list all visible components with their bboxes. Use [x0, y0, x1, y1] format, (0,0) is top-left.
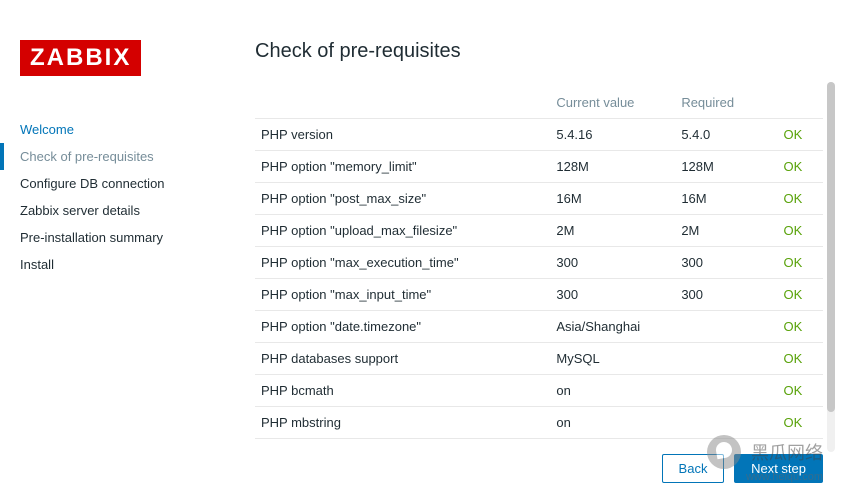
prereq-table: Current value Required PHP version5.4.16…	[255, 87, 823, 442]
table-row: PHP mbstringon OK	[255, 407, 823, 439]
cell-name: PHP option "max_execution_time"	[255, 247, 550, 279]
cell-name: PHP option "post_max_size"	[255, 183, 550, 215]
table-row: PHP option "mbstring.func_overload"offof…	[255, 439, 823, 443]
cell-current: 2M	[550, 215, 675, 247]
cell-current: off	[550, 439, 675, 443]
cell-name: PHP version	[255, 119, 550, 151]
cell-status: OK	[778, 279, 823, 311]
sidebar-item[interactable]: Install	[0, 251, 215, 278]
cell-required	[675, 407, 777, 439]
cell-name: PHP option "upload_max_filesize"	[255, 215, 550, 247]
cell-name: PHP bcmath	[255, 375, 550, 407]
cell-status: OK	[778, 343, 823, 375]
cell-current: 300	[550, 247, 675, 279]
cell-required: 16M	[675, 183, 777, 215]
table-row: PHP bcmathon OK	[255, 375, 823, 407]
cell-required	[675, 375, 777, 407]
table-row: PHP option "max_input_time"300300OK	[255, 279, 823, 311]
table-row: PHP option "upload_max_filesize"2M2MOK	[255, 215, 823, 247]
col-header-status	[778, 87, 823, 119]
table-row: PHP option "max_execution_time"300300OK	[255, 247, 823, 279]
cell-current: 16M	[550, 183, 675, 215]
col-header-required: Required	[675, 87, 777, 119]
cell-name: PHP option "mbstring.func_overload"	[255, 439, 550, 443]
sidebar-item[interactable]: Configure DB connection	[0, 170, 215, 197]
cell-current: 128M	[550, 151, 675, 183]
table-row: PHP option "date.timezone"Asia/Shanghai O…	[255, 311, 823, 343]
sidebar: ZABBIX WelcomeCheck of pre-requisitesCon…	[20, 40, 215, 483]
cell-name: PHP option "date.timezone"	[255, 311, 550, 343]
cell-required: 128M	[675, 151, 777, 183]
cell-status: OK	[778, 119, 823, 151]
cell-required: 5.4.0	[675, 119, 777, 151]
setup-steps-nav: WelcomeCheck of pre-requisitesConfigure …	[20, 116, 215, 278]
cell-name: PHP option "max_input_time"	[255, 279, 550, 311]
wizard-buttons: Back Next step	[255, 442, 823, 483]
scrollbar-thumb[interactable]	[827, 82, 835, 412]
cell-current: Asia/Shanghai	[550, 311, 675, 343]
main-content: Check of pre-requisites Current value Re…	[215, 40, 823, 483]
cell-status: OK	[778, 407, 823, 439]
cell-status: OK	[778, 247, 823, 279]
cell-status: OK	[778, 215, 823, 247]
cell-required	[675, 311, 777, 343]
cell-status: OK	[778, 183, 823, 215]
cell-status: OK	[778, 375, 823, 407]
sidebar-item[interactable]: Pre-installation summary	[0, 224, 215, 251]
table-row: PHP option "memory_limit"128M128MOK	[255, 151, 823, 183]
cell-required: 300	[675, 247, 777, 279]
cell-required: 2M	[675, 215, 777, 247]
sidebar-item[interactable]: Zabbix server details	[0, 197, 215, 224]
next-step-button[interactable]: Next step	[734, 454, 823, 483]
cell-status: OK	[778, 151, 823, 183]
sidebar-item[interactable]: Check of pre-requisites	[0, 143, 215, 170]
zabbix-logo: ZABBIX	[20, 40, 141, 76]
table-row: PHP databases supportMySQL OK	[255, 343, 823, 375]
cell-current: on	[550, 375, 675, 407]
prereq-table-wrap: Current value Required PHP version5.4.16…	[255, 87, 823, 442]
cell-current: on	[550, 407, 675, 439]
page-title: Check of pre-requisites	[255, 40, 823, 63]
cell-required: off	[675, 439, 777, 443]
cell-current: 5.4.16	[550, 119, 675, 151]
table-header-row: Current value Required	[255, 87, 823, 119]
cell-name: PHP mbstring	[255, 407, 550, 439]
cell-current: MySQL	[550, 343, 675, 375]
table-row: PHP option "post_max_size"16M16MOK	[255, 183, 823, 215]
cell-status: OK	[778, 439, 823, 443]
cell-required: 300	[675, 279, 777, 311]
cell-current: 300	[550, 279, 675, 311]
cell-name: PHP option "memory_limit"	[255, 151, 550, 183]
cell-required	[675, 343, 777, 375]
sidebar-item[interactable]: Welcome	[0, 116, 215, 143]
cell-status: OK	[778, 311, 823, 343]
col-header-name	[255, 87, 550, 119]
scrollbar[interactable]	[827, 82, 835, 452]
cell-name: PHP databases support	[255, 343, 550, 375]
col-header-current: Current value	[550, 87, 675, 119]
setup-container: ZABBIX WelcomeCheck of pre-requisitesCon…	[0, 0, 853, 503]
table-row: PHP version5.4.165.4.0OK	[255, 119, 823, 151]
back-button[interactable]: Back	[662, 454, 725, 483]
